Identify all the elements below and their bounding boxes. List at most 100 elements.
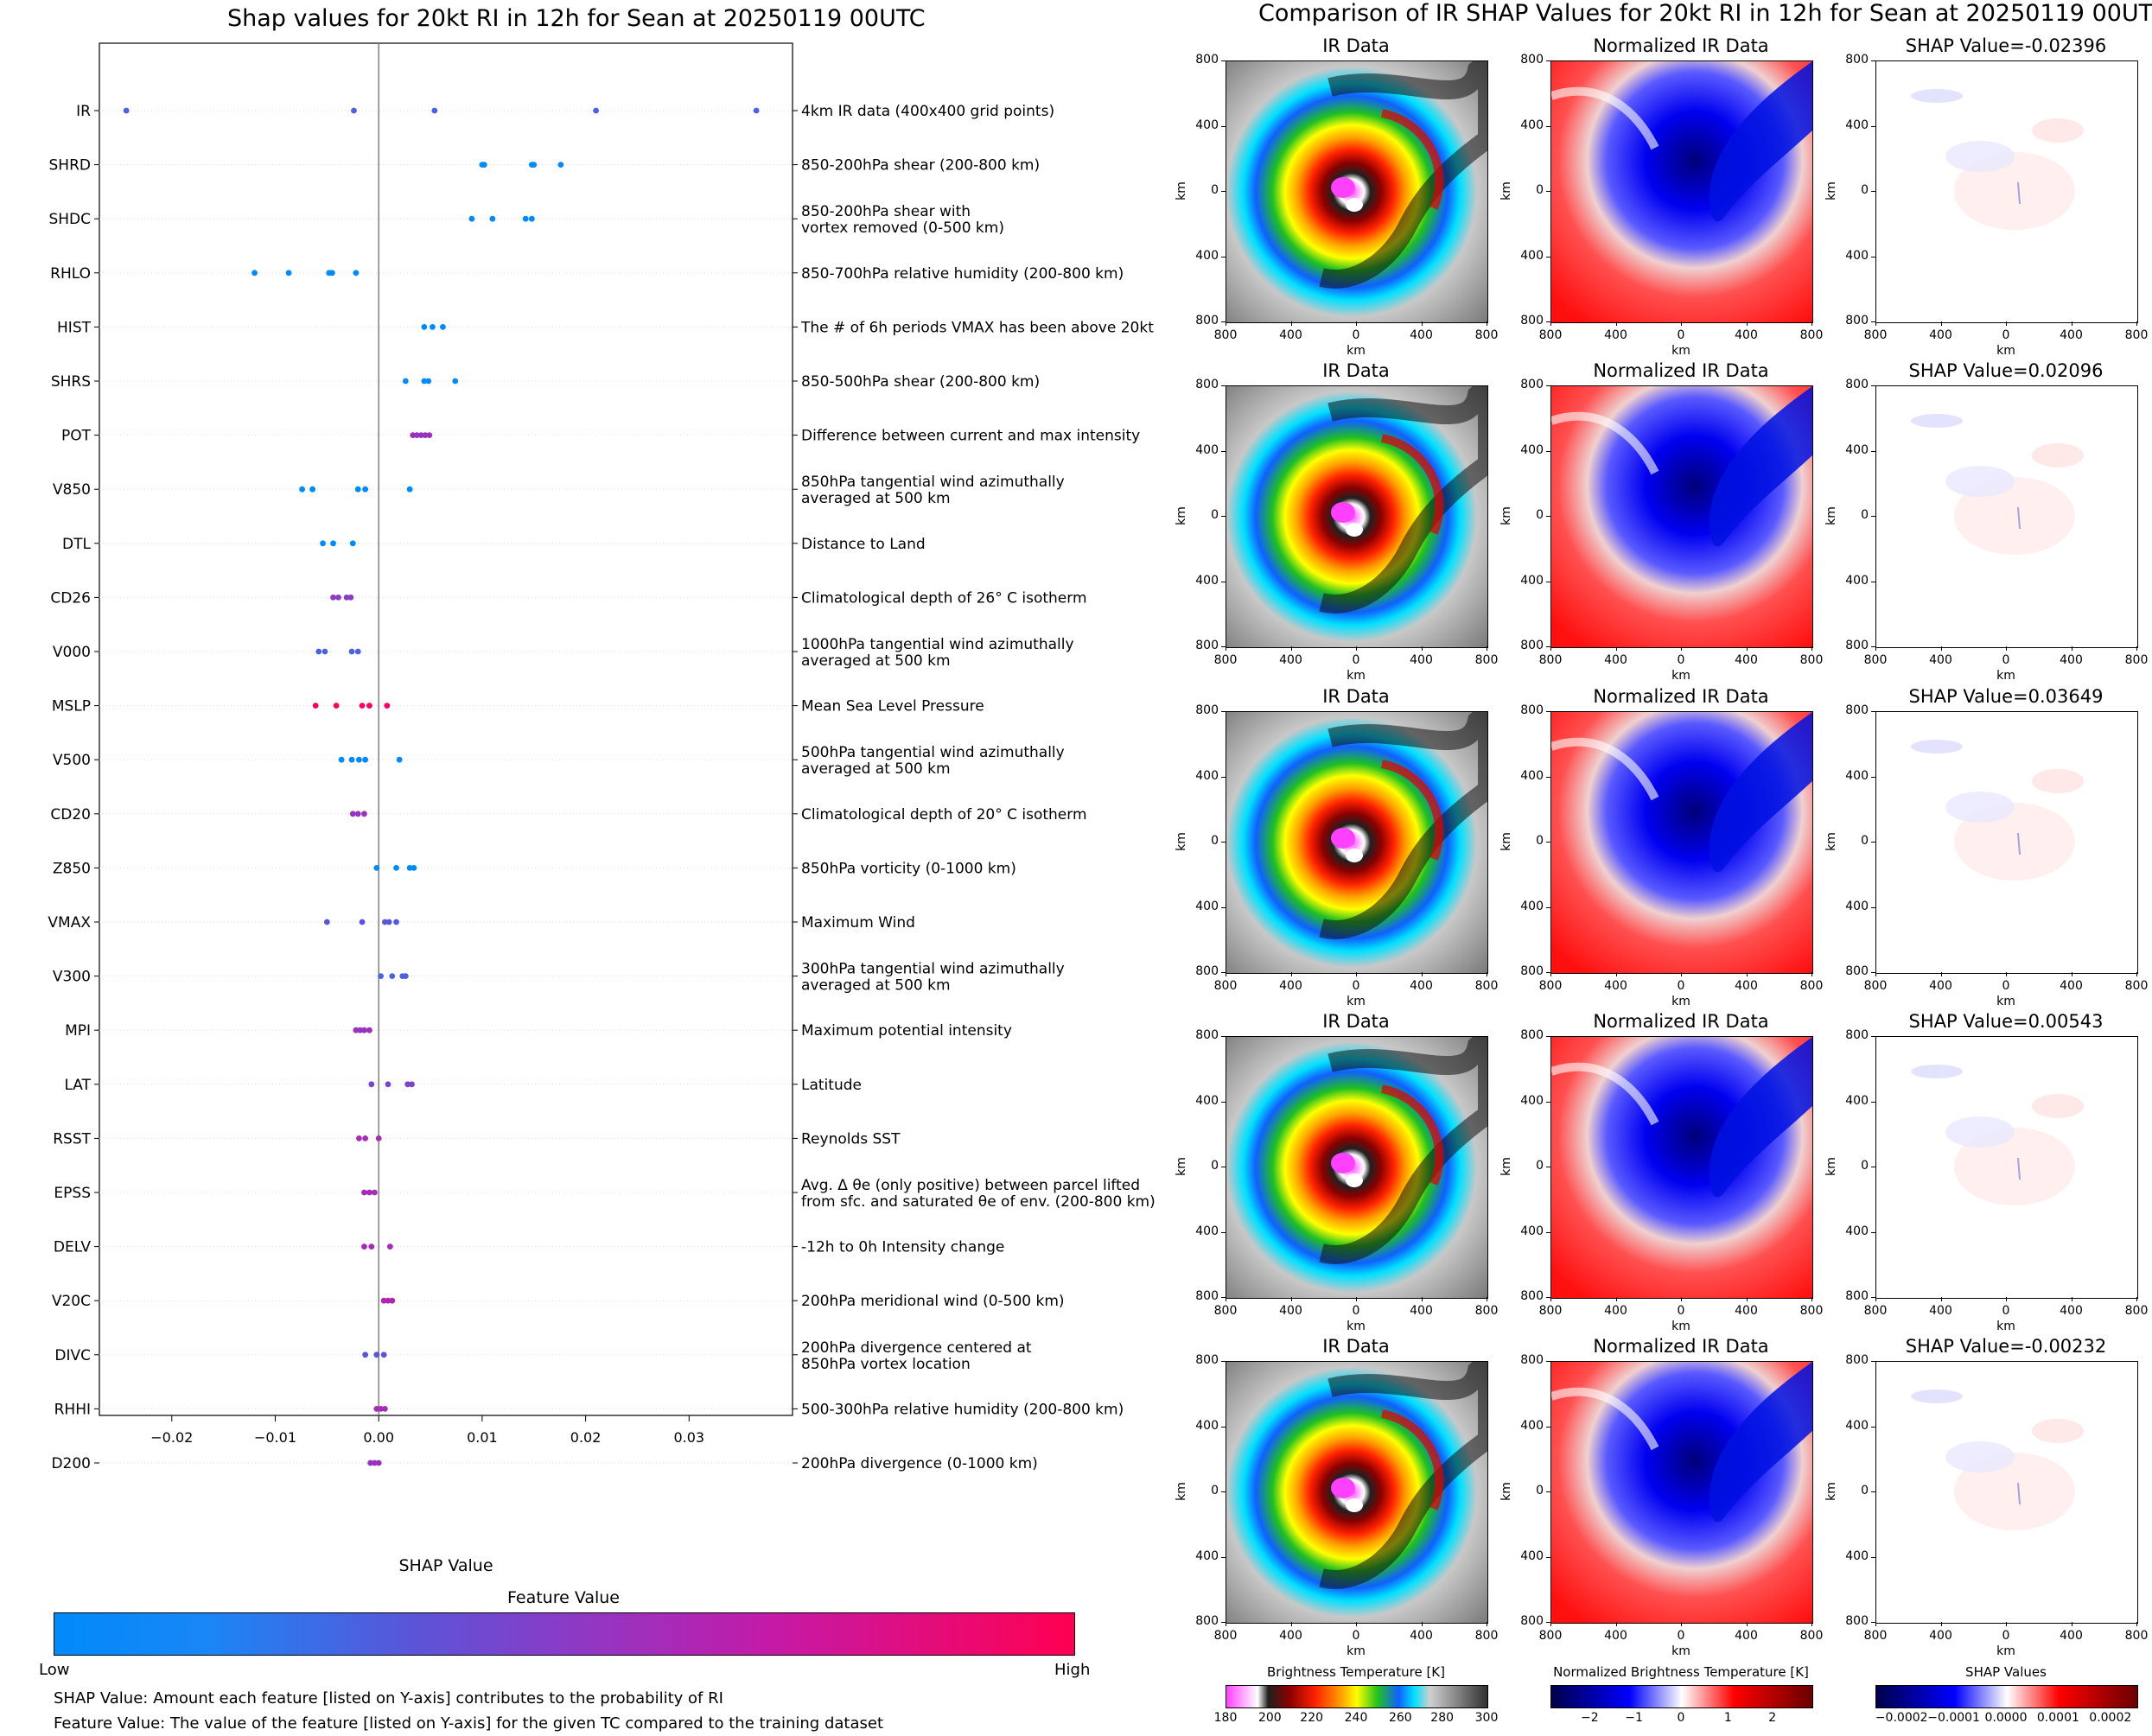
shap-point (410, 432, 417, 438)
shap-point (123, 107, 130, 114)
feature-description-cd20: Climatological depth of 20° C isotherm (801, 806, 1087, 823)
panel-x-tick-mark (1615, 972, 1617, 976)
shap-point (389, 973, 396, 979)
panel-y-tick-label: 400 (1520, 118, 1544, 132)
colorbar-low-label: Low (39, 1661, 70, 1679)
feature-description-dtl: Distance to Land (801, 536, 926, 553)
panel-x-tick-label: 0 (2002, 1629, 2010, 1643)
panel-y-tick-mark (1221, 516, 1226, 517)
feature-label-mpi: MPI (65, 1022, 91, 1040)
panel-y-tick-label: 800 (1195, 1614, 1219, 1628)
shap-point (468, 215, 475, 222)
normalized-ir-panel-title-row-5: Normalized IR Data (1593, 1336, 1769, 1357)
panel-x-tick-label: 0 (1677, 1304, 1685, 1318)
feature-label-delv: DELV (54, 1239, 91, 1256)
panel-y-tick-label: 400 (1195, 899, 1219, 913)
ir-panel-row-2 (1226, 385, 1488, 648)
panel-y-tick-label: 400 (1845, 1224, 1869, 1238)
feature-label-epss: EPSS (54, 1185, 91, 1202)
panel-x-tick-label: 800 (1799, 328, 1824, 342)
panel-x-tick-mark (2006, 1297, 2007, 1301)
panel-y-tick-mark (1221, 385, 1226, 386)
feature-label-lat: LAT (64, 1077, 91, 1094)
panel-y-tick-mark (1546, 1556, 1550, 1558)
panel-y-tick-label: 400 (1195, 1548, 1219, 1563)
panel-y-tick-mark (1546, 191, 1550, 192)
panel-x-tick-label: 800 (1863, 1304, 1888, 1318)
shap-point (396, 756, 403, 763)
normalized-ir-panel-row-1 (1550, 60, 1813, 323)
ir-panel-title-row-5: IR Data (1322, 1336, 1390, 1357)
panel-y-tick-label: 800 (1845, 378, 1869, 391)
feature-description-v500: averaged at 500 km (801, 760, 951, 778)
ir-panel-row-4 (1226, 1036, 1488, 1299)
panel-y-axis-label: km (1499, 506, 1513, 525)
panel-x-tick-mark (1290, 1622, 1292, 1626)
shap-point (361, 1027, 367, 1033)
shap-point (393, 919, 399, 925)
shap-point (385, 1297, 392, 1304)
feature-description-rhlo: 850-700hPa relative humidity (200-800 km… (801, 265, 1124, 283)
x-tick-label: 0.03 (673, 1429, 704, 1446)
shap-point (386, 1243, 393, 1250)
panel-y-tick-label: 400 (1195, 118, 1219, 132)
panel-x-axis-label: km (1996, 995, 2015, 1008)
panel-y-tick-label: 0 (1536, 1484, 1544, 1498)
feature-label-d200: D200 (51, 1455, 91, 1472)
shap-point (378, 973, 384, 979)
panel-x-tick-mark (1746, 1622, 1748, 1626)
panel-y-tick-label: 400 (1195, 573, 1219, 588)
feature-description-shrd: 850-200hPa shear (200-800 km) (801, 157, 1040, 175)
panel-y-tick-mark (1546, 256, 1550, 258)
shap-point (315, 648, 322, 655)
panel-y-tick-mark (1221, 1426, 1226, 1428)
feature-description-v300: 300hPa tangential wind azimuthally (801, 961, 1065, 978)
panel-x-tick-mark (1356, 646, 1357, 651)
feature-description-divc: 850hPa vortex location (801, 1356, 971, 1373)
panel-y-tick-label: 800 (1520, 1028, 1544, 1042)
panel-x-axis-label: km (1996, 1644, 2015, 1658)
panel-y-tick-mark (1871, 906, 1875, 908)
panel-y-tick-label: 400 (1845, 118, 1869, 132)
panel-y-tick-label: 0 (1536, 834, 1544, 848)
panel-x-tick-mark (1290, 972, 1292, 976)
panel-x-tick-label: 400 (2060, 653, 2083, 667)
panel-y-tick-label: 800 (1845, 964, 1869, 978)
shap-point (285, 270, 292, 277)
panel-y-tick-mark (1221, 711, 1226, 712)
panel-y-tick-label: 800 (1520, 53, 1544, 67)
panel-y-tick-mark (1871, 1361, 1875, 1362)
panel-y-tick-mark (1871, 256, 1875, 258)
shap-point (431, 107, 438, 114)
panel-y-tick-mark (1546, 1491, 1550, 1492)
panel-y-tick-label: 0 (1211, 508, 1219, 522)
panel-x-tick-label: 800 (2124, 979, 2149, 993)
panel-y-tick-mark (1546, 776, 1550, 778)
panel-y-tick-mark (1546, 711, 1550, 712)
panel-x-axis-label: km (1671, 1319, 1690, 1333)
panel-y-tick-mark (1871, 125, 1875, 127)
panel-y-tick-mark (1221, 60, 1226, 61)
panel-x-tick-mark (1615, 1297, 1617, 1301)
feature-description-v20c: 200hPa meridional wind (0-500 km) (801, 1293, 1065, 1310)
panel-y-tick-label: 800 (1195, 964, 1219, 978)
panel-y-axis-label: km (1174, 832, 1188, 851)
panel-y-tick-label: 800 (1845, 703, 1869, 717)
shap-point (347, 595, 354, 601)
panel-y-axis-label: km (1174, 1157, 1188, 1176)
panel-y-tick-mark (1221, 646, 1226, 647)
feature-label-shdc: SHDC (48, 211, 91, 228)
panel-x-tick-mark (1940, 321, 1942, 326)
x-tick-label: 0.00 (363, 1429, 394, 1446)
feature-label-shrd: SHRD (49, 157, 91, 175)
shap-point (328, 270, 335, 277)
panel-y-tick-label: 800 (1520, 314, 1544, 327)
feature-description-v850: averaged at 500 km (801, 490, 951, 507)
shap-point (452, 378, 459, 385)
ir-panel-row-3 (1226, 711, 1488, 974)
panel-y-axis-label: km (1824, 181, 1838, 200)
panel-y-axis-label: km (1499, 1482, 1513, 1501)
panel-x-tick-mark (1875, 1297, 1876, 1301)
panel-y-tick-label: 400 (1845, 1548, 1869, 1563)
panel-y-tick-label: 800 (1195, 639, 1219, 652)
